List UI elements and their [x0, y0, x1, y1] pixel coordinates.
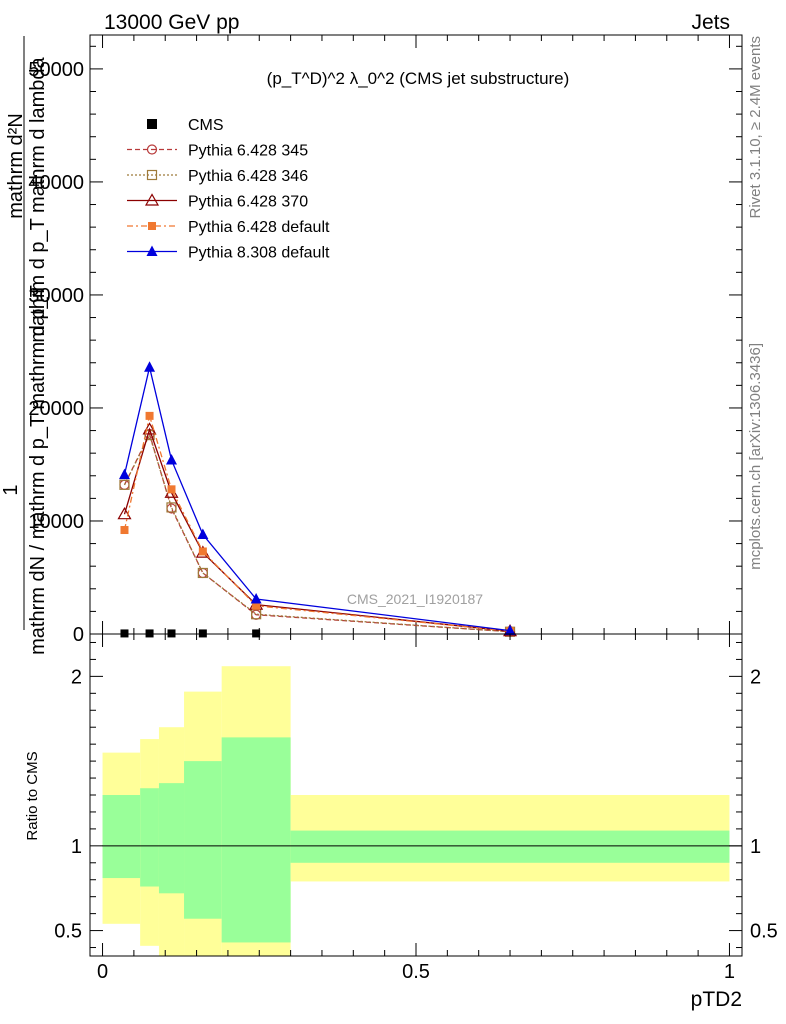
- data-point: [197, 528, 209, 540]
- main-y-tick-label: 40000: [28, 172, 84, 194]
- data-point: [252, 629, 261, 638]
- x-tick-label: 0: [97, 961, 108, 983]
- legend-marker: [147, 119, 157, 129]
- ratio-y-tick-label-right: 1: [750, 836, 761, 858]
- legend-label: Pythia 6.428 345: [188, 143, 308, 160]
- data-point: [120, 526, 129, 535]
- x-tick-label: 1: [724, 961, 735, 983]
- data-point: [166, 502, 177, 513]
- ratio-y-tick-label-right: 0.5: [750, 921, 778, 943]
- ratio-inner-band: [140, 788, 159, 887]
- data-point: [119, 479, 130, 490]
- series-line: [123, 433, 511, 633]
- main-y-tick-label: 30000: [28, 285, 84, 307]
- data-point: [197, 567, 208, 579]
- watermark: CMS_2021_I1920187: [347, 591, 483, 607]
- series-line: [123, 413, 511, 632]
- x-axis-label: pTD2: [691, 988, 742, 1011]
- legend-entry: Pythia 6.428 346: [127, 168, 308, 185]
- main-y-tick-label: 10000: [28, 511, 84, 533]
- ratio-y-tick-label-right: 2: [750, 666, 761, 688]
- series-line: [123, 427, 511, 632]
- data-point: [145, 629, 154, 638]
- legend-label: Pythia 6.428 370: [188, 194, 308, 211]
- data-point: [198, 629, 207, 638]
- legend-entry: CMS: [147, 117, 224, 134]
- legend-entry: Pythia 6.428 345: [127, 143, 308, 160]
- data-point: [167, 629, 176, 638]
- legend-entry: Pythia 6.428 370: [127, 193, 308, 211]
- mcplots-label: mcplots.cern.ch [arXiv:1306.3436]: [747, 343, 764, 570]
- ratio-inner-band: [184, 761, 222, 919]
- data-point: [166, 453, 177, 465]
- data-point: [148, 222, 156, 230]
- ratio-inner-band: [221, 737, 291, 943]
- y-label-line: mathrm dN / mathrm d p_T mathrm d p_T: [27, 285, 49, 655]
- ratio-plot-area: 0.5 0.5 1 1 2 2 0 0.5 1: [54, 633, 778, 983]
- ratio-y-axis-label: Ratio to CMS: [24, 751, 41, 840]
- ratio-inner-band: [290, 830, 730, 863]
- series-line: [123, 367, 511, 632]
- plot-title: (p_T^D)^2 λ_0^2 (CMS jet substructure): [267, 69, 570, 88]
- legend-label: Pythia 6.428 346: [188, 168, 308, 185]
- ratio-y-tick-label: 2: [71, 666, 82, 688]
- data-point: [146, 169, 158, 181]
- category-label: Jets: [691, 11, 730, 34]
- main-y-tick-label: 20000: [28, 398, 84, 420]
- legend-label: Pythia 6.428 default: [188, 219, 330, 236]
- ratio-y-tick-label: 0.5: [54, 921, 82, 943]
- legend-entry: Pythia 8.308 default: [127, 245, 330, 262]
- y-label-line: 1: [0, 484, 22, 495]
- data-point: [167, 485, 176, 494]
- data-point: [144, 361, 156, 372]
- data-point: [118, 468, 130, 480]
- legend-entry: Pythia 6.428 default: [127, 219, 330, 236]
- data-point: [146, 245, 158, 256]
- legend-label: Pythia 8.308 default: [188, 245, 330, 262]
- main-series-layer: [117, 361, 518, 638]
- data-point: [504, 624, 516, 636]
- series-pythia-8-308-default: [118, 361, 516, 636]
- ratio-y-tick-label: 1: [71, 836, 82, 858]
- main-plot-area: 0 10000 20000 30000 40000 50000: [28, 34, 743, 646]
- y-label-line: mathrm d²N: [5, 113, 27, 219]
- data-point: [250, 592, 262, 604]
- energy-label: 13000 GeV pp: [104, 11, 239, 34]
- rivet-label: Rivet 3.1.10, ≥ 2.4M events: [747, 36, 764, 219]
- data-point: [146, 144, 158, 155]
- data-point: [120, 629, 129, 638]
- ratio-inner-band: [102, 795, 141, 879]
- data-point: [252, 601, 261, 610]
- legend-label: CMS: [188, 117, 224, 134]
- data-point: [145, 411, 154, 420]
- series-cms: [120, 629, 261, 638]
- plot-title-text: (p_T^D)^2 λ_0^2 (CMS jet substructure): [267, 69, 570, 88]
- main-y-axis-label: mathrm d²N mathrm d p_T mathrm d lambda 1 m…: [0, 36, 49, 655]
- y-label-line: mathrm d p_T mathrm d lambda: [27, 56, 49, 342]
- x-tick-label: 0.5: [402, 961, 430, 983]
- data-point: [144, 193, 160, 206]
- data-point: [198, 547, 207, 556]
- ratio-bands-layer: [102, 666, 742, 956]
- ratio-inner-band: [158, 783, 185, 894]
- legend: CMS Pythia 6.428 345 Pythia 6.428 346 Pythi…: [127, 117, 330, 262]
- main-y-tick-label: 0: [73, 624, 84, 646]
- main-y-tick-label: 50000: [28, 59, 84, 81]
